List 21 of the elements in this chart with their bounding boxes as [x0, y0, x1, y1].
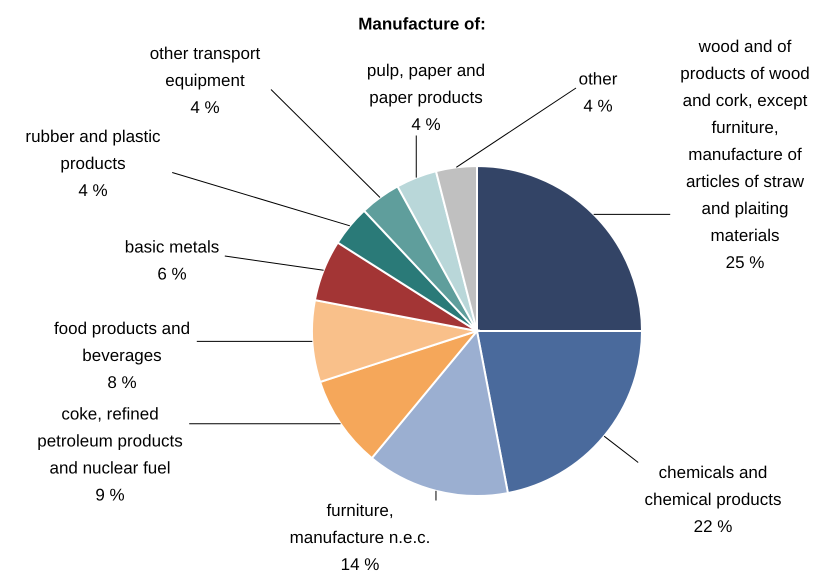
data-label: 4 %	[78, 180, 108, 200]
data-label: 8 %	[107, 372, 137, 392]
slice-label: rubber and plastic products	[25, 126, 162, 172]
slice-label: coke, refined petroleum products and nuclear fuel	[37, 404, 183, 477]
slice-label: pulp, paper and paper products	[366, 60, 486, 106]
slice-label: furniture, manufacture n.e.c.	[290, 500, 430, 546]
data-label: 9 %	[95, 485, 125, 504]
chart-title: Manufacture of:	[358, 14, 486, 34]
slice-label: basic metals	[124, 237, 220, 256]
slice-label: wood and of products of wood and cork, except furniture, manufacture of articles of straw and plaiting materials	[680, 36, 810, 244]
data-label: 4 %	[411, 114, 441, 134]
data-label: 14 %	[340, 554, 380, 574]
data-label: 4 %	[190, 98, 220, 116]
slice-label: other transport equipment	[150, 44, 261, 90]
slice-label: chemicals and chemical products	[644, 462, 782, 508]
data-label: 4 %	[583, 96, 613, 115]
slice-label: other	[578, 69, 618, 88]
data-label: 22 %	[694, 516, 732, 536]
data-label: 25 %	[726, 252, 764, 272]
slice-label: food products and beverages	[54, 318, 190, 364]
data-label: 6 %	[157, 264, 187, 283]
